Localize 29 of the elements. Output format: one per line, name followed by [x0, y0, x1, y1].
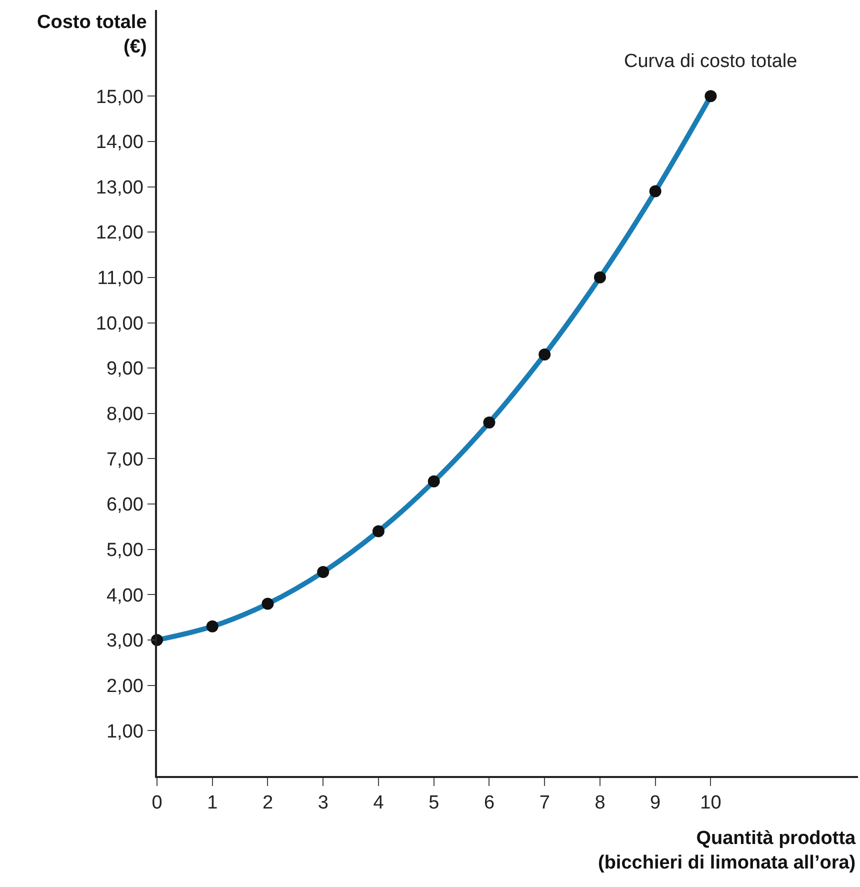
series-label: Curva di costo totale — [624, 51, 798, 72]
y-tick-label: 7,00 — [106, 449, 144, 470]
x-axis-title: Quantità prodotta (bicchieri di limonata all’ora) — [598, 828, 856, 874]
x-tick-label: 4 — [373, 792, 384, 814]
y-tick-label: 14,00 — [96, 132, 144, 154]
y-tick-label: 10,00 — [96, 313, 144, 334]
x-tick-label: 1 — [207, 792, 218, 814]
x-tick-label: 9 — [650, 792, 661, 814]
x-tick-label: 10 — [700, 792, 722, 814]
x-tick-label: 5 — [428, 792, 440, 814]
y-tick-label: 8,00 — [106, 404, 144, 426]
x-tick-label: 2 — [262, 792, 274, 814]
y-tick-label: 6,00 — [106, 494, 144, 516]
x-tick-label: 0 — [152, 792, 162, 814]
x-tick-label: 6 — [484, 792, 495, 814]
y-tick-label: 2,00 — [106, 676, 144, 697]
y-tick-label: 9,00 — [106, 358, 144, 380]
x-tick-label: 3 — [318, 792, 328, 814]
x-tick-label: 8 — [594, 792, 606, 814]
y-tick-label: 5,00 — [106, 540, 144, 562]
y-axis-title: Costo totale (€) — [37, 12, 147, 58]
y-tick-label: 13,00 — [96, 177, 144, 198]
y-tick-label: 1,00 — [106, 721, 144, 742]
y-tick-label: 4,00 — [106, 585, 144, 606]
y-tick-label: 12,00 — [96, 222, 144, 244]
x-tick-label: 7 — [539, 792, 550, 814]
y-tick-label: 3,00 — [106, 630, 144, 652]
y-tick-label: 15,00 — [96, 86, 144, 108]
y-tick-label: 11,00 — [97, 268, 144, 290]
